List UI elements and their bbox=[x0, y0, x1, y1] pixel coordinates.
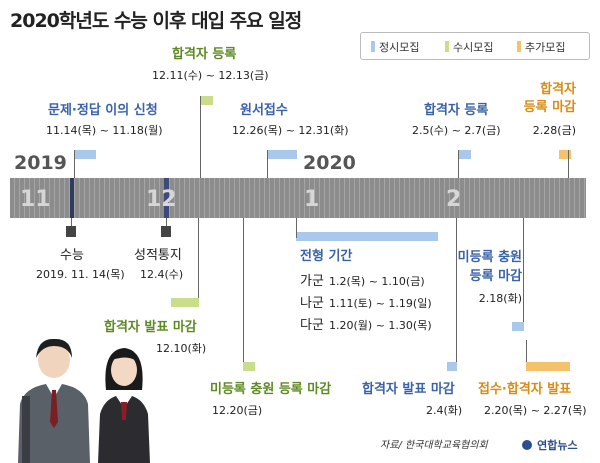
legend-item-additional: 추가모집 bbox=[517, 39, 565, 55]
event-connector bbox=[267, 150, 268, 178]
event-label-objection: 문제·정답 이의 신청 bbox=[48, 103, 158, 118]
selection-row: 나군 1.11(토) ~ 1.19(일) bbox=[300, 296, 432, 311]
event-connector bbox=[243, 218, 244, 368]
event-connector bbox=[198, 218, 199, 306]
event-connector bbox=[526, 340, 527, 368]
legend-swatch bbox=[371, 41, 375, 52]
pin-icon bbox=[66, 226, 76, 237]
event-date-regular-results: 2.4(화) bbox=[426, 404, 463, 417]
event-date-additional-results: 2.20(목) ~ 2.27(목) bbox=[484, 404, 587, 417]
event-date-early-results: 12.10(화) bbox=[156, 342, 207, 355]
girl-bangs bbox=[110, 350, 138, 362]
event-connector bbox=[458, 150, 459, 178]
event-label-regular-waitlist-line2: 등록 마감 bbox=[469, 269, 522, 284]
legend-item-early: 수시모집 bbox=[445, 39, 493, 55]
event-bar-additional-deadline bbox=[559, 150, 571, 159]
event-bar-early-results bbox=[171, 298, 199, 307]
event-connector bbox=[456, 218, 457, 368]
event-bar-early-waitlist bbox=[243, 362, 255, 371]
event-date-early-waitlist: 12.20(금) bbox=[212, 404, 263, 417]
boy-tie bbox=[50, 390, 58, 428]
event-label-regular-registration: 합격자 등록 bbox=[424, 103, 489, 118]
marker-date-results: 12.4(수) bbox=[140, 268, 184, 281]
event-bar-regular-registration bbox=[458, 150, 471, 159]
event-connector bbox=[568, 150, 569, 178]
selection-bar bbox=[296, 232, 438, 241]
boy-backpack-strap bbox=[22, 396, 30, 463]
selection-row: 가군 1.2(목) ~ 1.10(금) bbox=[300, 274, 425, 289]
marker-label-exam: 수능 bbox=[60, 248, 84, 263]
students-illustration bbox=[18, 338, 150, 463]
event-date-objection: 11.14(목) ~ 11.18(월) bbox=[46, 124, 163, 137]
event-label-application: 원서접수 bbox=[240, 103, 288, 118]
event-label-additional-results: 접수·합격자 발표 bbox=[478, 382, 572, 397]
event-bar-objection bbox=[74, 150, 96, 159]
news-logo: 연합뉴스 bbox=[522, 434, 578, 453]
girl-tie bbox=[121, 402, 127, 420]
timeline-band bbox=[10, 178, 586, 218]
legend-swatch bbox=[517, 41, 521, 52]
event-label-regular-results: 합격자 발표 마감 bbox=[362, 382, 455, 397]
event-date-regular-registration: 2.5(수) ~ 2.7(금) bbox=[412, 124, 501, 137]
event-bar-additional-results bbox=[526, 362, 570, 371]
girl-face bbox=[111, 354, 137, 386]
event-date-early-registration: 12.11(수) ~ 12.13(금) bbox=[152, 69, 269, 82]
timeline-stripes bbox=[10, 178, 586, 218]
event-connector bbox=[200, 96, 201, 178]
boy-face bbox=[38, 342, 70, 378]
event-date-additional-deadline: 2.28(금) bbox=[532, 124, 576, 137]
marker-label-results: 성적통지 bbox=[134, 248, 182, 263]
year-label-2019: 2019 bbox=[14, 152, 67, 174]
legend-swatch bbox=[445, 41, 449, 52]
timeline-marker-results bbox=[164, 178, 169, 218]
month-label-11: 11 bbox=[20, 187, 51, 212]
marker-date-exam: 2019. 11. 14(목) bbox=[36, 268, 125, 281]
event-label-regular-waitlist-line1: 미등록 충원 bbox=[457, 250, 522, 265]
event-label-early-waitlist: 미등록 충원 등록 마감 bbox=[210, 382, 332, 397]
girl-jacket bbox=[98, 396, 150, 463]
logo-icon bbox=[522, 440, 532, 450]
boy-hair bbox=[36, 338, 72, 358]
event-label-early-registration: 합격자 등록 bbox=[172, 47, 237, 62]
event-bar-early-registration bbox=[200, 96, 213, 105]
event-connector bbox=[523, 218, 524, 323]
selection-label: 전형 기간 bbox=[300, 249, 353, 264]
event-label-early-results: 합격자 발표 마감 bbox=[104, 320, 197, 335]
event-date-application: 12.26(목) ~ 12.31(화) bbox=[232, 124, 349, 137]
legend: 정시모집 수시모집 추가모집 bbox=[360, 32, 590, 60]
event-date-regular-waitlist: 2.18(화) bbox=[478, 292, 522, 305]
marker-connector bbox=[71, 218, 72, 226]
event-bar-regular-waitlist bbox=[512, 322, 524, 331]
source-note: 자료/ 한국대학교육협의회 bbox=[380, 440, 488, 451]
event-bar-application bbox=[267, 150, 297, 159]
page-title: 2020학년도 수능 이후 대입 주요 일정 bbox=[10, 10, 302, 32]
event-label-additional-deadline-line2: 등록 마감 bbox=[523, 100, 576, 115]
pin-icon bbox=[161, 226, 171, 237]
marker-connector bbox=[166, 218, 167, 226]
event-bar-regular-results bbox=[447, 362, 457, 371]
month-label-12: 12 bbox=[146, 187, 177, 212]
legend-item-regular: 정시모집 bbox=[371, 39, 419, 55]
selection-row: 다군 1.20(월) ~ 1.30(목) bbox=[300, 318, 432, 333]
event-connector bbox=[296, 218, 297, 238]
month-label-1: 1 bbox=[304, 187, 320, 212]
month-label-2: 2 bbox=[446, 187, 462, 212]
event-connector bbox=[74, 150, 75, 178]
event-label-additional-deadline-line1: 합격자 bbox=[540, 82, 576, 97]
timeline-marker-exam bbox=[70, 178, 74, 218]
year-label-2020: 2020 bbox=[303, 152, 356, 174]
